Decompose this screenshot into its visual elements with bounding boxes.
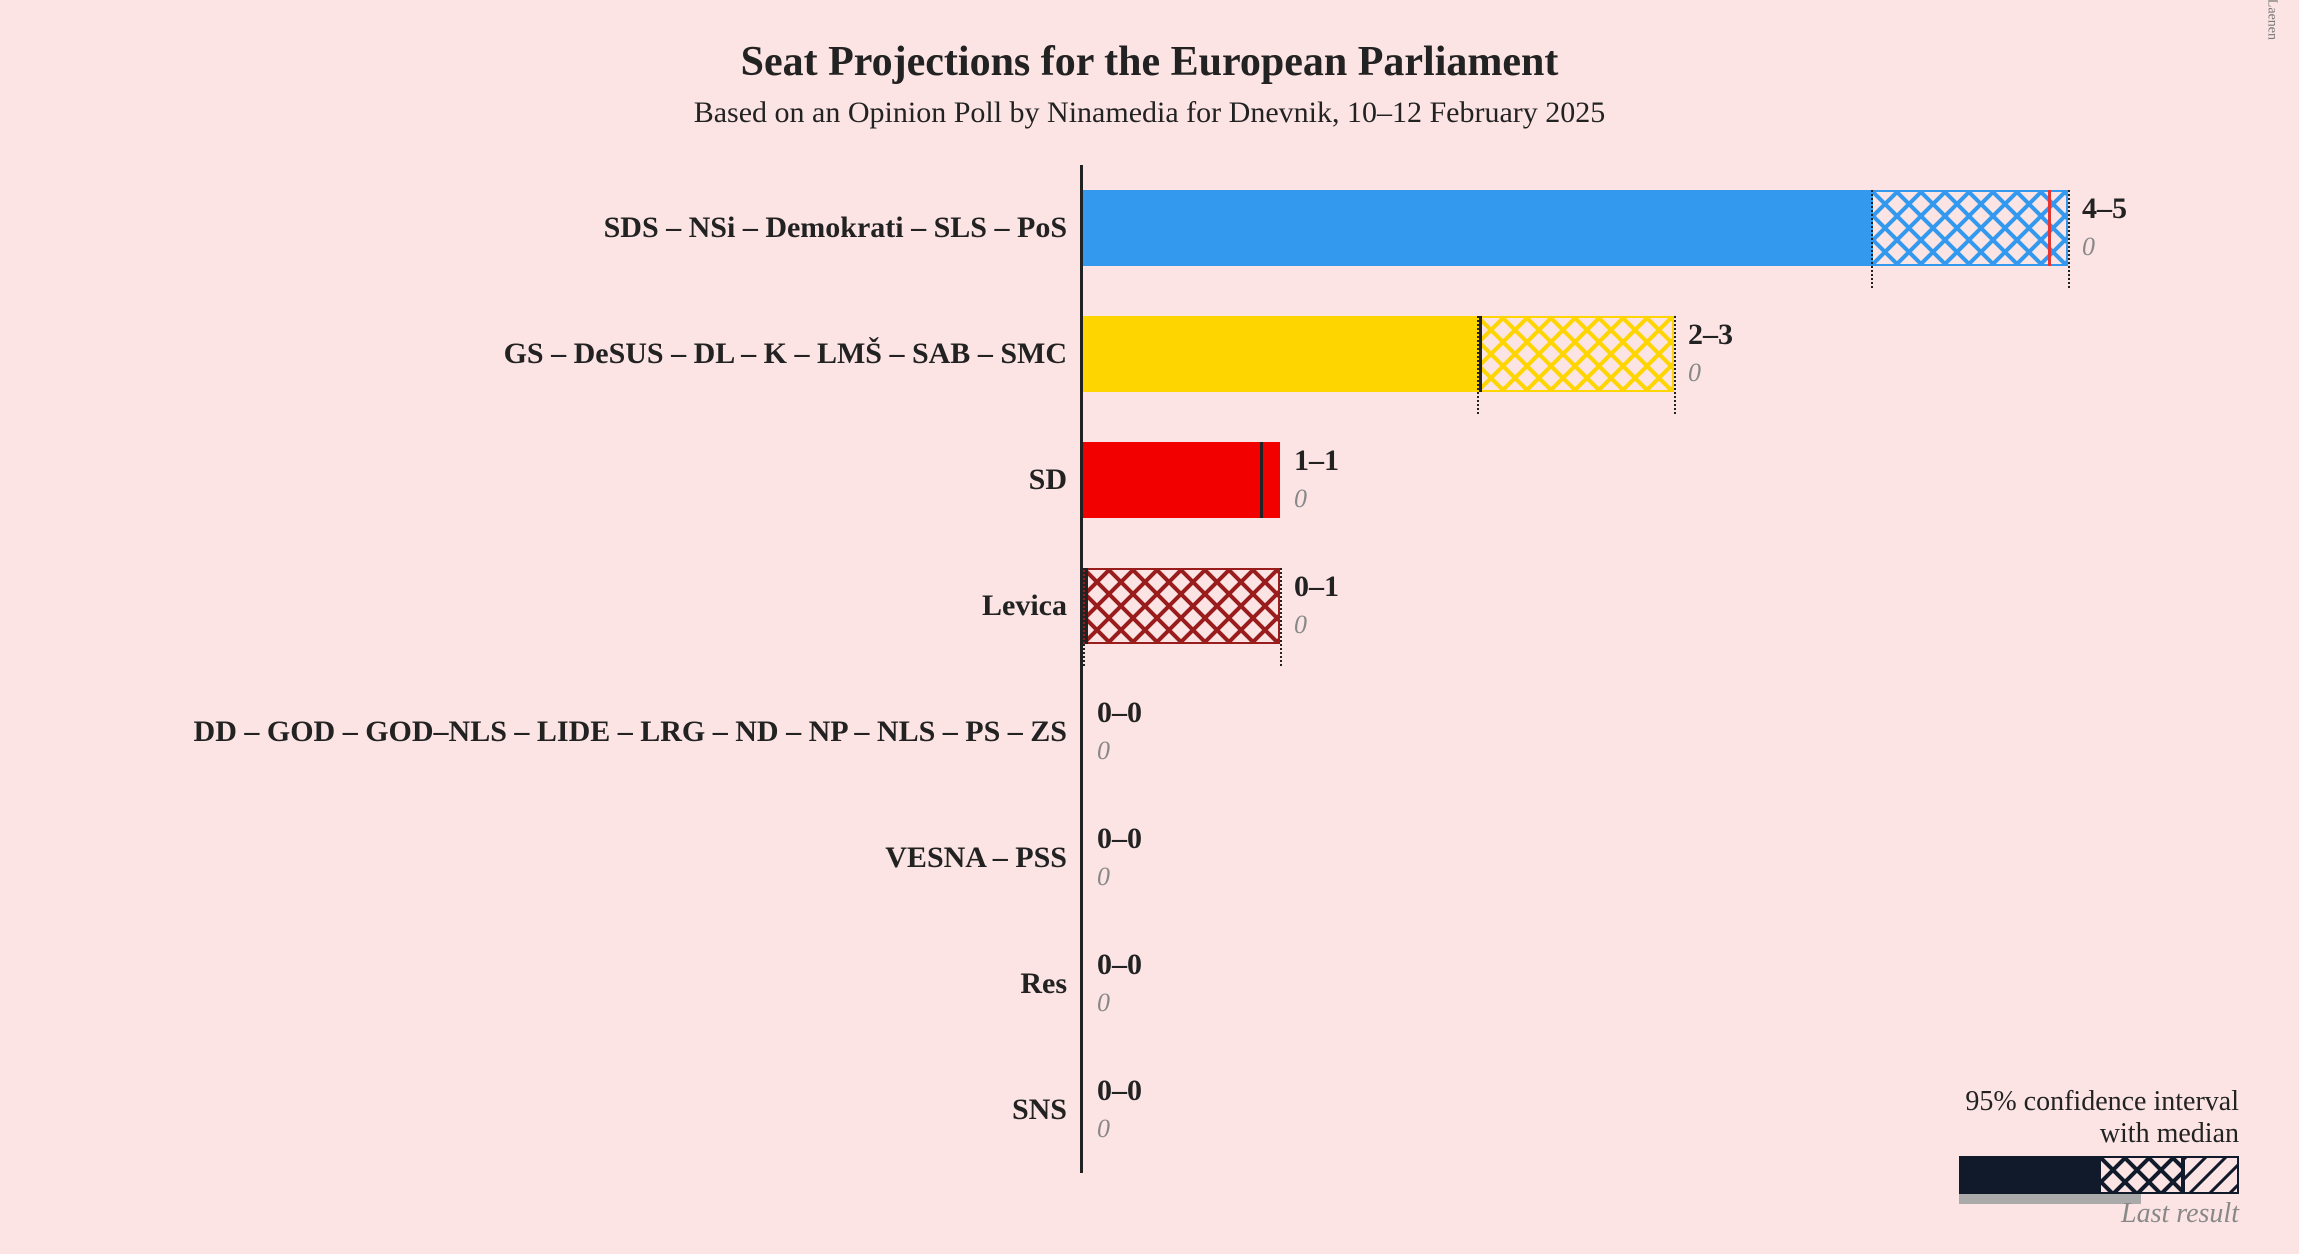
- median-marker: [1479, 316, 1482, 392]
- party-row: DD – GOD – GOD–NLS – LIDE – LRG – ND – N…: [0, 669, 2299, 795]
- last-result-label: 0: [2082, 232, 2095, 262]
- value-label: 0–0: [1097, 1074, 1142, 1108]
- party-label: SD: [1029, 463, 1067, 497]
- party-row: Res 0–0 0: [0, 921, 2299, 1047]
- party-label: DD – GOD – GOD–NLS – LIDE – LRG – ND – N…: [194, 715, 1067, 749]
- last-result-label: 0: [1294, 484, 1307, 514]
- value-label: 2–3: [1688, 318, 1733, 352]
- party-label: Levica: [982, 589, 1067, 623]
- party-row: VESNA – PSS 0–0 0: [0, 795, 2299, 921]
- ci-high-marker: [2068, 190, 2070, 288]
- chart-title: Seat Projections for the European Parlia…: [0, 38, 2299, 86]
- ci-high-marker: [1280, 568, 1282, 666]
- party-label: SDS – NSi – Demokrati – SLS – PoS: [604, 211, 1067, 245]
- bar-uncertainty: [1083, 568, 1280, 644]
- bar-solid: [1083, 442, 1280, 518]
- ci-low-marker: [1871, 190, 1873, 288]
- value-label: 0–0: [1097, 948, 1142, 982]
- chart-subtitle: Based on an Opinion Poll by Ninamedia fo…: [0, 96, 2299, 130]
- legend-line-1: 95% confidence interval: [1859, 1086, 2239, 1118]
- chart-container: Seat Projections for the European Parlia…: [0, 0, 2299, 1254]
- party-label: VESNA – PSS: [885, 841, 1067, 875]
- party-row: Levica 0–1 0: [0, 543, 2299, 669]
- median-marker: [2048, 190, 2051, 266]
- legend-last-bar: [1959, 1194, 2141, 1204]
- last-result-label: 0: [1097, 862, 1110, 892]
- legend: 95% confidence interval with median Last…: [1859, 1086, 2239, 1194]
- legend-line-2: with median: [1859, 1118, 2239, 1150]
- legend-swatch: Last result: [1959, 1156, 2239, 1194]
- party-label: GS – DeSUS – DL – K – LMŠ – SAB – SMC: [504, 337, 1067, 371]
- bar-solid: [1083, 190, 1871, 266]
- value-label: 4–5: [2082, 192, 2127, 226]
- ci-high-marker: [1674, 316, 1676, 414]
- last-result-label: 0: [1097, 1114, 1110, 1144]
- median-marker: [1085, 568, 1088, 644]
- median-marker: [1260, 442, 1263, 518]
- party-label: Res: [1020, 967, 1067, 1001]
- bar-uncertainty: [1871, 190, 2068, 266]
- value-label: 0–1: [1294, 570, 1339, 604]
- bar-uncertainty: [1477, 316, 1674, 392]
- value-label: 1–1: [1294, 444, 1339, 478]
- last-result-label: 0: [1097, 736, 1110, 766]
- bar-chart-area: SDS – NSi – Demokrati – SLS – PoS4–50GS …: [0, 165, 2299, 1205]
- legend-hatch-part-2: [2183, 1156, 2239, 1194]
- party-row: GS – DeSUS – DL – K – LMŠ – SAB – SMC 2–3…: [0, 291, 2299, 417]
- last-result-label: 0: [1688, 358, 1701, 388]
- bar-solid: [1083, 316, 1477, 392]
- legend-last-label: Last result: [2121, 1194, 2239, 1230]
- party-label: SNS: [1012, 1093, 1067, 1127]
- legend-solid-part: [1959, 1156, 2099, 1194]
- party-row: SDS – NSi – Demokrati – SLS – PoS 4–5 0: [0, 165, 2299, 291]
- value-label: 0–0: [1097, 822, 1142, 856]
- party-row: SD 1–1 0: [0, 417, 2299, 543]
- legend-hatch-part-1: [2099, 1156, 2183, 1194]
- value-label: 0–0: [1097, 696, 1142, 730]
- last-result-label: 0: [1294, 610, 1307, 640]
- copyright-text: © 2025 Filip van Laenen: [2263, 0, 2279, 40]
- last-result-label: 0: [1097, 988, 1110, 1018]
